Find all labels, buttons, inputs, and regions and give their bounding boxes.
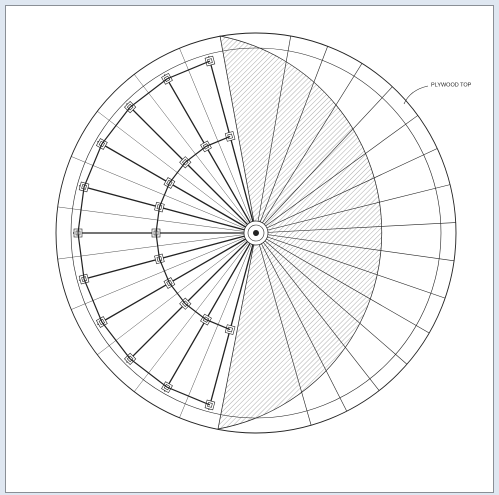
- leader-line: [404, 86, 428, 104]
- center-pin: [253, 230, 259, 236]
- page: PLYWOOD TOP (() => { const data = JSON.p…: [0, 0, 499, 495]
- tread-edge: [71, 233, 256, 310]
- tread-edge: [71, 156, 256, 233]
- annotation-label: PLYWOOD TOP: [431, 82, 472, 88]
- stair-plan: PLYWOOD TOP: [0, 0, 499, 495]
